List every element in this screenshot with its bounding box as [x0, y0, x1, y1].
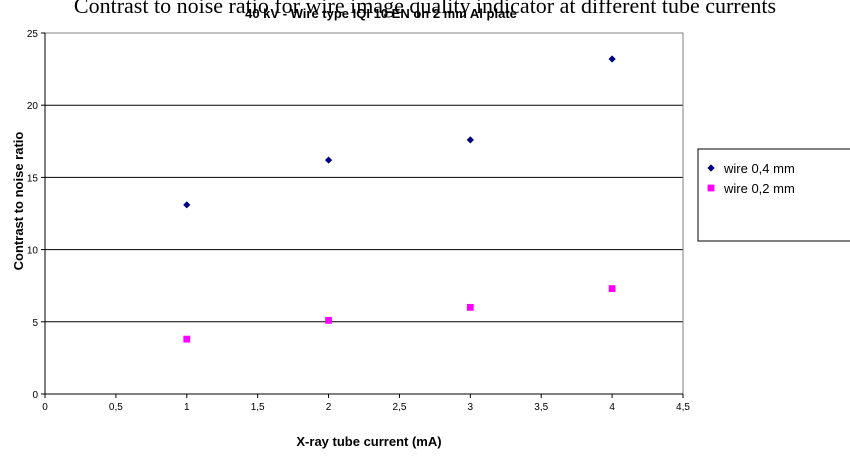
data-point-wire-0-2mm — [183, 335, 191, 343]
legend-marker-wire-0-2mm — [707, 184, 715, 192]
tick-label-y: 0 — [32, 390, 38, 401]
data-point-wire-0-4mm — [324, 156, 333, 164]
data-point-wire-0-4mm — [466, 136, 474, 144]
legend-label-wire-0-2mm: wire 0,2 mm — [723, 181, 795, 196]
legend-box — [697, 148, 850, 242]
axis-ticks — [41, 32, 684, 398]
data-point-wire-0-4mm — [608, 55, 616, 63]
legend-marker-wire-0-4mm — [707, 164, 715, 172]
tick-label-y: 20 — [27, 101, 39, 112]
tick-label-x: 3 — [468, 402, 474, 413]
data-point-wire-0-4mm — [183, 201, 191, 209]
tick-label-x: 4 — [609, 402, 615, 413]
tick-label-x: 4,5 — [676, 402, 690, 413]
tick-label-y: 15 — [27, 173, 39, 184]
tick-labels: 0 5 10 15 20 25 0 0,5 1 1,5 2 2,5 3 3,5 4 4,5 — [27, 29, 691, 413]
data-point-wire-0-2mm — [325, 316, 332, 324]
x-axis-label: X-ray tube current (mA) — [296, 434, 441, 449]
chart-title: 40 kV - Wire type IQI 10 EN on 2 mm Al p… — [245, 6, 517, 21]
tick-label-y: 25 — [27, 29, 39, 40]
tick-label-x: 0,5 — [109, 402, 123, 413]
tick-label-x: 0 — [42, 402, 48, 413]
plot-area — [45, 33, 683, 394]
tick-label-x: 1 — [184, 402, 190, 413]
tick-label-x: 3,5 — [534, 402, 548, 413]
y-axis-label: Contrast to noise ratio — [11, 132, 26, 271]
tick-label-y: 10 — [27, 246, 39, 257]
chart-title-cut: Contrast to noise ratio for wire image q… — [74, 0, 776, 18]
gridlines — [45, 104, 683, 323]
data-point-wire-0-2mm — [466, 303, 474, 311]
legend-label-wire-0-4mm: wire 0,4 mm — [723, 161, 795, 176]
legend: wire 0,4 mm wire 0,2 mm — [697, 148, 850, 242]
data-marks — [183, 55, 616, 343]
data-point-wire-0-2mm — [608, 285, 616, 292]
tick-label-x: 2 — [326, 402, 332, 413]
tick-label-x: 1,5 — [251, 402, 265, 413]
tick-label-y: 5 — [32, 318, 38, 329]
tick-label-x: 2,5 — [392, 402, 406, 413]
